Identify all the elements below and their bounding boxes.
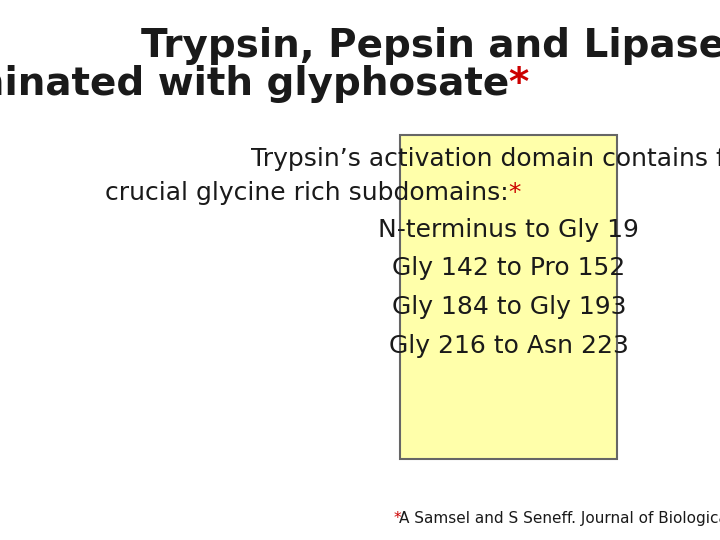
Text: contaminated with glyphosate: contaminated with glyphosate [0, 65, 509, 103]
Text: *: * [393, 511, 401, 526]
Text: A Samsel and S Seneff. Journal of Biological Physics and Chemistry 2017;17: 8-32: A Samsel and S Seneff. Journal of Biolog… [399, 511, 720, 526]
Text: N-terminus to Gly 19: N-terminus to Gly 19 [378, 218, 639, 241]
Text: *: * [509, 65, 529, 103]
Text: Trypsin’s activation domain contains four: Trypsin’s activation domain contains fou… [251, 147, 720, 171]
Text: *: * [509, 181, 521, 205]
Text: Gly 184 to Gly 193: Gly 184 to Gly 193 [392, 295, 626, 319]
Text: Gly 142 to Pro 152: Gly 142 to Pro 152 [392, 256, 626, 280]
FancyBboxPatch shape [400, 135, 617, 459]
Text: Gly 216 to Asn 223: Gly 216 to Asn 223 [389, 334, 629, 358]
Text: contaminated with glyphosate*: contaminated with glyphosate* [165, 65, 720, 103]
Text: crucial glycine rich subdomains:: crucial glycine rich subdomains: [105, 181, 509, 205]
Text: Trypsin, Pepsin and Lipase are all: Trypsin, Pepsin and Lipase are all [141, 27, 720, 65]
